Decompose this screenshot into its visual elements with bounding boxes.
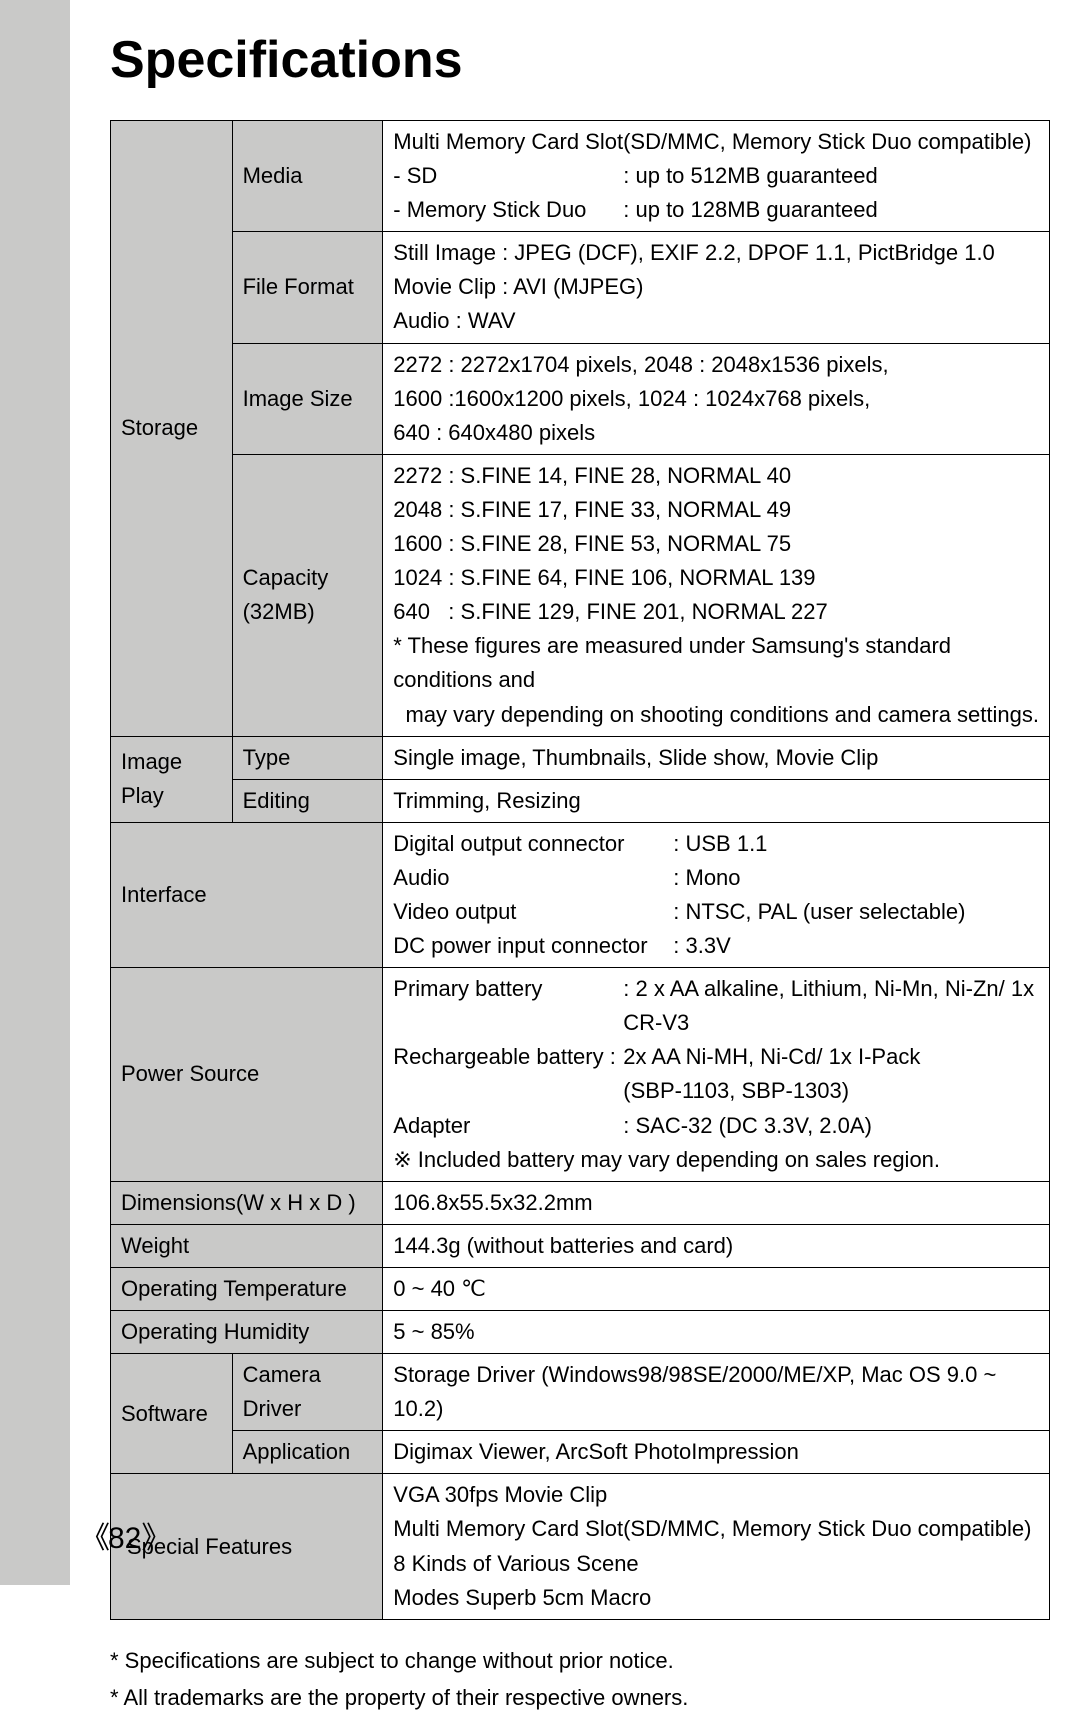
editing-label: Editing [232,779,383,822]
text-line: Multi Memory Card Slot(SD/MMC, Memory St… [393,125,1039,159]
power-label: Power Source [111,968,383,1182]
table-row: Image Play Type Single image, Thumbnails… [111,736,1050,779]
text-line: (SBP-1103, SBP-1303) [623,1074,849,1108]
capacity-value: 2272 : S.FINE 14, FINE 28, NORMAL 40 204… [383,454,1050,736]
table-row: File Format Still Image : JPEG (DCF), EX… [111,232,1050,343]
file-format-label: File Format [232,232,383,343]
text-line: 2x AA Ni-MH, Ni-Cd/ 1x I-Pack [623,1040,920,1074]
footnote: * Specifications are subject to change w… [110,1642,1050,1679]
weight-value: 144.3g (without batteries and card) [383,1224,1050,1267]
power-value: Primary battery: 2 x AA alkaline, Lithiu… [383,968,1050,1182]
text-line: ※ Included battery may vary depending on… [393,1143,1039,1177]
left-margin-band [0,0,70,1585]
image-size-value: 2272 : 2272x1704 pixels, 2048 : 2048x153… [383,343,1050,454]
text-line: Still Image : JPEG (DCF), EXIF 2.2, DPOF… [393,236,1039,270]
driver-value: Storage Driver (Windows98/98SE/2000/ME/X… [383,1354,1050,1431]
media-value: Multi Memory Card Slot(SD/MMC, Memory St… [383,121,1050,232]
software-label: Software [111,1354,233,1474]
text-line: Audio : WAV [393,304,1039,338]
text-line: : NTSC, PAL (user selectable) [673,895,965,929]
weight-label: Weight [111,1224,383,1267]
file-format-value: Still Image : JPEG (DCF), EXIF 2.2, DPOF… [383,232,1050,343]
table-row: Power Source Primary battery: 2 x AA alk… [111,968,1050,1182]
text-line: Primary battery [393,972,623,1040]
table-row: Special Features VGA 30fps Movie Clip Mu… [111,1474,1050,1619]
text-line: Rechargeable battery : [393,1040,623,1074]
text-line: - Memory Stick Duo [393,193,623,227]
footnotes: * Specifications are subject to change w… [110,1642,1050,1717]
text-line: may vary depending on shooting condition… [393,698,1039,732]
text-line: : 3.3V [673,929,730,963]
interface-label: Interface [111,822,383,967]
text-line: 640 : 640x480 pixels [393,416,1039,450]
driver-label: Camera Driver [232,1354,383,1431]
footnote: * All trademarks are the property of the… [110,1679,1050,1716]
text-line: : up to 128MB guaranteed [623,193,877,227]
table-row: Interface Digital output connector: USB … [111,822,1050,967]
text-line: Multi Memory Card Slot(SD/MMC, Memory St… [393,1512,1039,1546]
special-value: VGA 30fps Movie Clip Multi Memory Card S… [383,1474,1050,1619]
page-number-value: 82 [108,1522,141,1555]
table-row: Weight 144.3g (without batteries and car… [111,1224,1050,1267]
text-line: 640 : S.FINE 129, FINE 201, NORMAL 227 [393,595,1039,629]
text-line: 8 Kinds of Various Scene [393,1547,1039,1581]
text-line: : up to 512MB guaranteed [623,159,877,193]
image-size-label: Image Size [232,343,383,454]
image-play-label: Image Play [111,736,233,822]
text-line: : Mono [673,861,740,895]
op-humidity-label: Operating Humidity [111,1311,383,1354]
text-line: Video output [393,895,673,929]
table-row: Storage Media Multi Memory Card Slot(SD/… [111,121,1050,232]
page-title: Specifications [110,30,1050,90]
media-label: Media [232,121,383,232]
text-line: VGA 30fps Movie Clip [393,1478,1039,1512]
text-line [393,1074,623,1108]
capacity-label: Capacity (32MB) [232,454,383,736]
table-row: Editing Trimming, Resizing [111,779,1050,822]
text-line: - SD [393,159,623,193]
dimensions-label: Dimensions(W x H x D ) [111,1181,383,1224]
page-content: Specifications Storage Media Multi Memor… [70,0,1080,1717]
text-line: 1600 : S.FINE 28, FINE 53, NORMAL 75 [393,527,1039,561]
text-line: Digital output connector [393,827,673,861]
text-line: Movie Clip : AVI (MJPEG) [393,270,1039,304]
op-humidity-value: 5 ~ 85% [383,1311,1050,1354]
table-row: Application Digimax Viewer, ArcSoft Phot… [111,1431,1050,1474]
storage-label: Storage [111,121,233,737]
table-row: Capacity (32MB) 2272 : S.FINE 14, FINE 2… [111,454,1050,736]
text-line: : SAC-32 (DC 3.3V, 2.0A) [623,1109,872,1143]
table-row: Dimensions(W x H x D ) 106.8x55.5x32.2mm [111,1181,1050,1224]
table-row: Image Size 2272 : 2272x1704 pixels, 2048… [111,343,1050,454]
table-row: Operating Temperature 0 ~ 40 ℃ [111,1267,1050,1310]
table-row: Operating Humidity 5 ~ 85% [111,1311,1050,1354]
text-line: : USB 1.1 [673,827,767,861]
page-number: 《82》 [80,1513,169,1557]
app-label: Application [232,1431,383,1474]
op-temp-label: Operating Temperature [111,1267,383,1310]
text-line: 2272 : S.FINE 14, FINE 28, NORMAL 40 [393,459,1039,493]
text-line: 2048 : S.FINE 17, FINE 33, NORMAL 49 [393,493,1039,527]
text-line: * These figures are measured under Samsu… [393,629,1039,697]
interface-value: Digital output connector: USB 1.1 Audio:… [383,822,1050,967]
text-line: 1024 : S.FINE 64, FINE 106, NORMAL 139 [393,561,1039,595]
text-line: Modes Superb 5cm Macro [393,1581,1039,1615]
text-line: DC power input connector [393,929,673,963]
table-row: Software Camera Driver Storage Driver (W… [111,1354,1050,1431]
op-temp-value: 0 ~ 40 ℃ [383,1267,1050,1310]
text-line: 1600 :1600x1200 pixels, 1024 : 1024x768 … [393,382,1039,416]
text-line: Adapter [393,1109,623,1143]
text-line: : 2 x AA alkaline, Lithium, Ni-Mn, Ni-Zn… [623,972,1039,1040]
specifications-table: Storage Media Multi Memory Card Slot(SD/… [110,120,1050,1620]
editing-value: Trimming, Resizing [383,779,1050,822]
dimensions-value: 106.8x55.5x32.2mm [383,1181,1050,1224]
type-label: Type [232,736,383,779]
app-value: Digimax Viewer, ArcSoft PhotoImpression [383,1431,1050,1474]
type-value: Single image, Thumbnails, Slide show, Mo… [383,736,1050,779]
text-line: Audio [393,861,673,895]
text-line: 2272 : 2272x1704 pixels, 2048 : 2048x153… [393,348,1039,382]
